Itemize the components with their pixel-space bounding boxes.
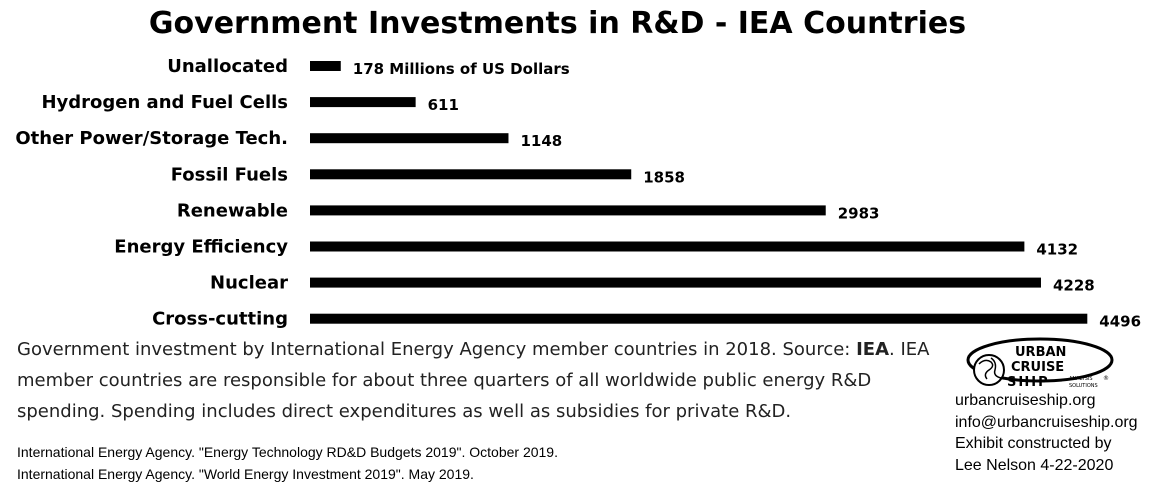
caption-line2: IEA member countries are responsible for… xyxy=(17,339,930,422)
category-label: Renewable xyxy=(177,200,288,221)
credits-line4: Lee Nelson 4-22-2020 xyxy=(955,456,1114,474)
category-label: Energy Efficiency xyxy=(114,237,288,258)
value-label: 2983 xyxy=(838,204,880,222)
bar xyxy=(310,277,1041,288)
logo-registered-mark: ® xyxy=(1103,375,1109,382)
logo-tag1: ANALYSIS xyxy=(1069,376,1093,382)
bar xyxy=(310,61,341,71)
reference-2: International Energy Agency. "World Ener… xyxy=(17,466,474,482)
bar xyxy=(310,97,416,108)
category-label: Unallocated xyxy=(167,56,288,77)
value-label: 1858 xyxy=(643,168,685,186)
bar xyxy=(310,169,632,180)
chart-title: Government Investments in R&D - IEA Coun… xyxy=(148,6,967,41)
category-label: Other Power/Storage Tech. xyxy=(15,128,288,149)
bar xyxy=(310,205,826,216)
value-label: 4496 xyxy=(1099,313,1141,331)
value-label: 4228 xyxy=(1053,277,1095,295)
caption-text: Government investment by International E… xyxy=(17,339,857,360)
references: International Energy Agency. "Energy Tec… xyxy=(17,441,917,485)
bar xyxy=(310,133,509,144)
bar xyxy=(310,313,1088,324)
credits-line3: Exhibit constructed by xyxy=(955,435,1112,452)
logo-line3: SHIP xyxy=(1007,375,1050,390)
credits-website[interactable]: urbancruiseship.org xyxy=(955,392,1096,409)
caption-source: IEA xyxy=(856,339,890,360)
category-label: Hydrogen and Fuel Cells xyxy=(41,92,288,113)
credits-email[interactable]: info@urbancruiseship.org xyxy=(955,413,1138,431)
logo-line2: CRUISE xyxy=(1011,360,1064,375)
caption-text-end: . xyxy=(889,339,895,360)
value-label: 4132 xyxy=(1036,241,1078,259)
value-label: 178 Millions of US Dollars xyxy=(353,60,570,78)
logo-line1: URBAN xyxy=(1015,345,1066,360)
category-label: Cross-cutting xyxy=(152,309,288,330)
value-label: 1148 xyxy=(520,132,562,150)
category-label: Nuclear xyxy=(210,273,288,294)
category-label: Fossil Fuels xyxy=(171,164,288,185)
credits: urbancruiseship.org info@urbancruiseship… xyxy=(955,390,1170,476)
value-label: 611 xyxy=(428,96,459,114)
logo-tag2: SOLUTIONS xyxy=(1069,383,1098,389)
bar-chart: Unallocated 178 Millions of US Dollars Hyd… xyxy=(15,56,1141,331)
urban-cruise-ship-logo: URBAN CRUISE SHIP ANALYSIS SOLUTIONS ® xyxy=(966,337,1114,390)
caption: Government investment by International E… xyxy=(17,334,962,427)
bar xyxy=(310,241,1025,252)
reference-1: International Energy Agency. "Energy Tec… xyxy=(17,444,558,460)
